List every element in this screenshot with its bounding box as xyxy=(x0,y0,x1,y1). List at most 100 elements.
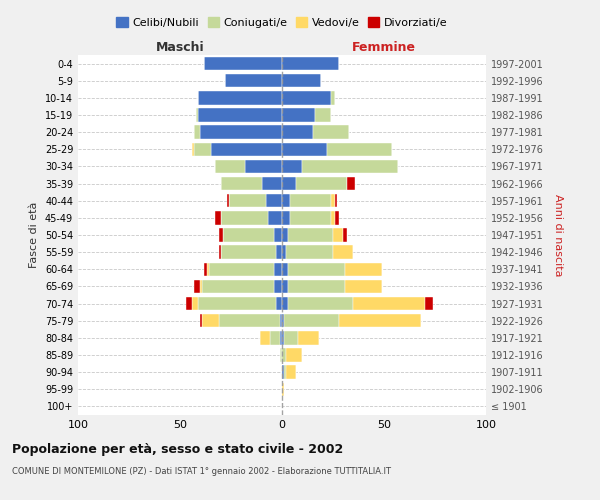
Bar xyxy=(286,246,333,259)
Legend: Celibi/Nubili, Coniugati/e, Vedovi/e, Divorziati/e: Celibi/Nubili, Coniugati/e, Vedovi/e, Di… xyxy=(112,13,452,32)
Bar xyxy=(282,331,284,344)
Bar xyxy=(333,246,353,259)
Bar xyxy=(276,246,282,259)
Bar xyxy=(274,280,282,293)
Bar xyxy=(211,142,282,156)
Bar xyxy=(335,211,339,224)
Y-axis label: Anni di nascita: Anni di nascita xyxy=(553,194,563,276)
Bar xyxy=(335,194,337,207)
Bar xyxy=(282,160,302,173)
Y-axis label: Fasce di età: Fasce di età xyxy=(29,202,39,268)
Bar xyxy=(219,228,223,241)
Bar xyxy=(186,297,192,310)
Bar xyxy=(221,211,268,224)
Bar xyxy=(282,246,286,259)
Bar xyxy=(200,126,282,139)
Bar xyxy=(296,177,347,190)
Text: Femmine: Femmine xyxy=(352,41,416,54)
Bar xyxy=(196,108,199,122)
Text: Maschi: Maschi xyxy=(155,41,205,54)
Bar xyxy=(192,142,194,156)
Bar xyxy=(229,194,266,207)
Bar xyxy=(327,142,392,156)
Bar xyxy=(274,262,282,276)
Bar xyxy=(262,177,282,190)
Bar xyxy=(282,74,321,88)
Bar xyxy=(345,262,382,276)
Bar xyxy=(202,314,219,328)
Bar xyxy=(227,194,229,207)
Text: COMUNE DI MONTEMILONE (PZ) - Dati ISTAT 1° gennaio 2002 - Elaborazione TUTTITALI: COMUNE DI MONTEMILONE (PZ) - Dati ISTAT … xyxy=(12,468,391,476)
Bar xyxy=(245,160,282,173)
Bar xyxy=(339,314,421,328)
Bar xyxy=(290,194,331,207)
Bar xyxy=(282,194,290,207)
Bar xyxy=(282,348,286,362)
Bar xyxy=(202,280,274,293)
Bar xyxy=(282,366,284,379)
Bar xyxy=(225,74,282,88)
Bar xyxy=(199,297,276,310)
Bar xyxy=(282,91,331,104)
Bar xyxy=(286,348,302,362)
Bar xyxy=(280,348,282,362)
Bar xyxy=(221,177,262,190)
Bar xyxy=(288,228,333,241)
Bar xyxy=(313,126,349,139)
Bar xyxy=(282,108,314,122)
Bar xyxy=(284,366,286,379)
Bar xyxy=(302,160,398,173)
Bar xyxy=(199,91,282,104)
Bar xyxy=(205,57,282,70)
Bar xyxy=(282,314,284,328)
Bar xyxy=(343,228,347,241)
Bar xyxy=(280,314,282,328)
Bar xyxy=(282,228,288,241)
Bar xyxy=(345,280,382,293)
Bar xyxy=(284,314,339,328)
Bar xyxy=(219,314,280,328)
Bar xyxy=(284,331,298,344)
Bar xyxy=(215,160,245,173)
Bar xyxy=(200,280,202,293)
Bar xyxy=(192,297,199,310)
Bar xyxy=(288,297,353,310)
Bar xyxy=(282,142,327,156)
Bar xyxy=(215,211,221,224)
Bar xyxy=(274,228,282,241)
Bar xyxy=(314,108,331,122)
Bar xyxy=(223,228,274,241)
Bar xyxy=(282,297,288,310)
Bar xyxy=(282,211,290,224)
Bar xyxy=(206,262,209,276)
Bar xyxy=(331,194,335,207)
Bar xyxy=(331,211,335,224)
Bar xyxy=(282,382,284,396)
Bar xyxy=(425,297,433,310)
Bar xyxy=(282,177,296,190)
Bar xyxy=(200,314,202,328)
Bar xyxy=(298,331,319,344)
Bar xyxy=(199,108,282,122)
Bar xyxy=(266,194,282,207)
Bar xyxy=(194,126,200,139)
Bar xyxy=(282,262,288,276)
Bar xyxy=(268,211,282,224)
Bar xyxy=(282,57,339,70)
Bar xyxy=(270,331,280,344)
Bar xyxy=(333,228,343,241)
Bar xyxy=(286,366,296,379)
Bar xyxy=(219,246,221,259)
Bar xyxy=(205,262,206,276)
Bar xyxy=(288,280,345,293)
Bar xyxy=(194,142,211,156)
Bar xyxy=(260,331,270,344)
Bar xyxy=(194,280,200,293)
Bar xyxy=(331,91,335,104)
Bar xyxy=(288,262,345,276)
Bar xyxy=(276,297,282,310)
Text: Popolazione per età, sesso e stato civile - 2002: Popolazione per età, sesso e stato civil… xyxy=(12,442,343,456)
Bar xyxy=(353,297,425,310)
Bar xyxy=(290,211,331,224)
Bar xyxy=(209,262,274,276)
